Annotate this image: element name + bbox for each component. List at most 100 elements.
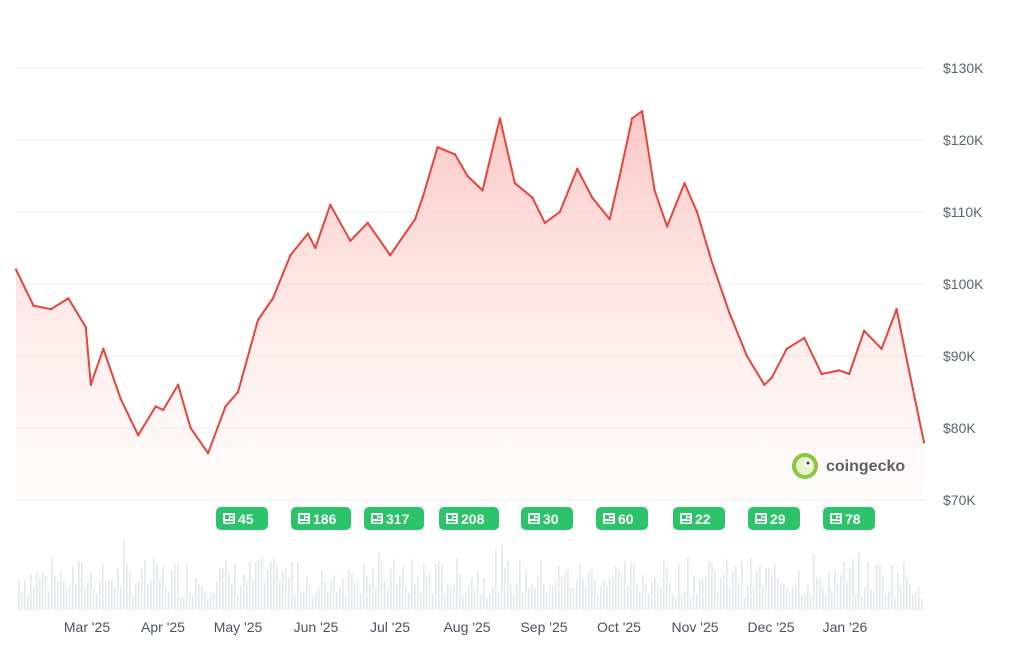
volume-bar bbox=[450, 588, 452, 610]
x-tick-label: Jun '25 bbox=[294, 619, 339, 635]
volume-bar bbox=[777, 579, 779, 610]
volume-bar bbox=[468, 585, 470, 610]
price-point bbox=[289, 254, 292, 257]
price-point bbox=[837, 369, 841, 372]
price-point bbox=[366, 221, 369, 224]
news-badge[interactable]: 45 bbox=[216, 507, 268, 530]
price-point bbox=[67, 297, 70, 300]
volume-bar bbox=[576, 580, 578, 610]
price-point bbox=[224, 405, 227, 408]
news-badge[interactable]: 78 bbox=[823, 507, 875, 530]
price-point bbox=[176, 383, 180, 386]
volume-bar bbox=[561, 577, 563, 610]
volume-bar bbox=[810, 594, 812, 610]
volume-bar bbox=[90, 571, 92, 610]
volume-bar bbox=[225, 560, 227, 610]
volume-bar bbox=[75, 583, 77, 610]
x-tick-label: Dec '25 bbox=[747, 619, 794, 635]
volume-bar bbox=[678, 563, 680, 610]
volume-bar bbox=[834, 569, 836, 610]
volume-bar bbox=[120, 587, 122, 610]
volume-bar bbox=[804, 594, 806, 610]
newspaper-icon bbox=[830, 513, 842, 524]
volume-bar bbox=[687, 558, 689, 610]
volume-bar bbox=[501, 543, 503, 610]
volume-bar bbox=[579, 563, 581, 610]
volume-bar bbox=[129, 572, 131, 610]
volume-bar bbox=[837, 583, 839, 610]
volume-bar bbox=[744, 597, 746, 610]
volume-bar bbox=[915, 590, 917, 610]
news-badge[interactable]: 186 bbox=[291, 507, 351, 530]
volume-bar bbox=[726, 559, 728, 610]
price-point bbox=[119, 398, 122, 401]
volume-bar bbox=[183, 597, 185, 610]
volume-bar bbox=[306, 576, 308, 610]
price-point bbox=[922, 441, 926, 444]
volume-bar bbox=[24, 580, 26, 610]
volume-bar bbox=[447, 584, 449, 610]
volume-bar bbox=[45, 575, 47, 610]
volume-bar bbox=[333, 575, 335, 610]
news-badge[interactable]: 208 bbox=[439, 507, 499, 530]
volume-bar bbox=[72, 567, 74, 610]
price-point bbox=[413, 218, 417, 221]
volume-bar bbox=[813, 554, 815, 610]
volume-bar bbox=[516, 583, 518, 610]
volume-bar bbox=[252, 581, 254, 610]
price-point bbox=[102, 347, 105, 350]
volume-bar bbox=[267, 569, 269, 610]
news-badge[interactable]: 22 bbox=[673, 507, 725, 530]
volume-bar bbox=[900, 585, 902, 610]
news-badge[interactable]: 30 bbox=[521, 507, 573, 530]
volume-bar bbox=[564, 571, 566, 610]
volume-bar bbox=[186, 564, 188, 610]
news-badge[interactable]: 317 bbox=[364, 507, 424, 530]
volume-bar bbox=[219, 567, 221, 610]
volume-bar bbox=[621, 574, 623, 610]
volume-bar bbox=[780, 582, 782, 610]
volume-bar bbox=[906, 577, 908, 610]
volume-bar bbox=[558, 565, 560, 610]
volume-bar bbox=[666, 569, 668, 610]
volume-bar bbox=[297, 562, 299, 610]
volume-bar bbox=[846, 582, 848, 610]
volume-bar bbox=[615, 566, 617, 610]
volume-bar bbox=[486, 597, 488, 610]
volume-bar bbox=[390, 569, 392, 610]
price-point bbox=[683, 182, 686, 185]
volume-bar bbox=[87, 581, 89, 610]
volume-bar bbox=[150, 580, 152, 610]
price-point bbox=[820, 372, 823, 376]
price-point bbox=[84, 326, 88, 329]
newspaper-icon bbox=[680, 513, 692, 524]
price-point bbox=[695, 210, 699, 214]
volume-bar bbox=[759, 565, 761, 610]
volume-bar bbox=[477, 571, 479, 610]
volume-bar bbox=[612, 576, 614, 610]
news-count: 208 bbox=[461, 511, 485, 527]
volume-bar bbox=[63, 580, 65, 610]
volume-bar bbox=[426, 576, 428, 610]
volume-bar bbox=[351, 573, 353, 610]
volume-bar bbox=[690, 597, 692, 610]
volume-bar bbox=[105, 580, 107, 610]
volume-bar bbox=[222, 568, 224, 610]
volume-bar bbox=[531, 584, 533, 610]
price-point bbox=[862, 329, 866, 332]
news-badge[interactable]: 29 bbox=[748, 507, 800, 530]
volume-bar bbox=[768, 568, 770, 610]
volume-bar bbox=[321, 570, 323, 610]
volume-bar bbox=[117, 568, 119, 610]
volume-bar bbox=[387, 589, 389, 610]
price-point bbox=[306, 232, 310, 235]
volume-bar bbox=[159, 579, 161, 610]
volume-bar bbox=[261, 557, 263, 610]
price-point bbox=[403, 232, 407, 235]
volume-bar bbox=[651, 582, 653, 610]
news-badge[interactable]: 60 bbox=[596, 507, 648, 530]
volume-bar bbox=[840, 574, 842, 610]
price-point bbox=[763, 383, 766, 386]
volume-bar bbox=[786, 588, 788, 610]
x-axis: Mar '25 Apr '25 May '25 Jun '25 Jul '25 Aug '… bbox=[64, 619, 868, 635]
